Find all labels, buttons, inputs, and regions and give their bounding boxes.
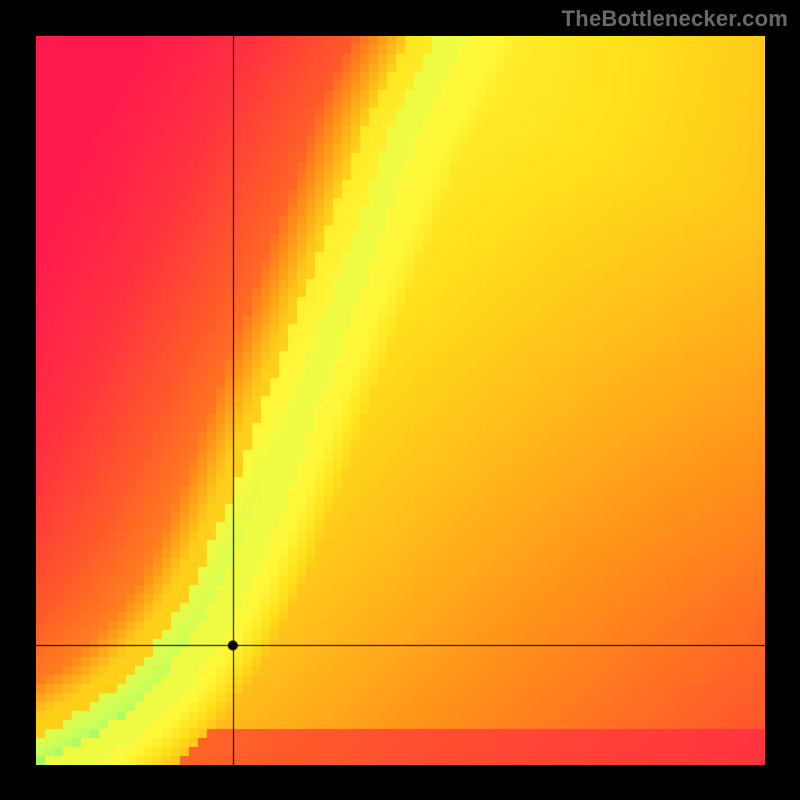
heatmap-canvas (36, 36, 765, 765)
figure-container: TheBottlenecker.com (0, 0, 800, 800)
watermark-label: TheBottlenecker.com (562, 6, 788, 32)
